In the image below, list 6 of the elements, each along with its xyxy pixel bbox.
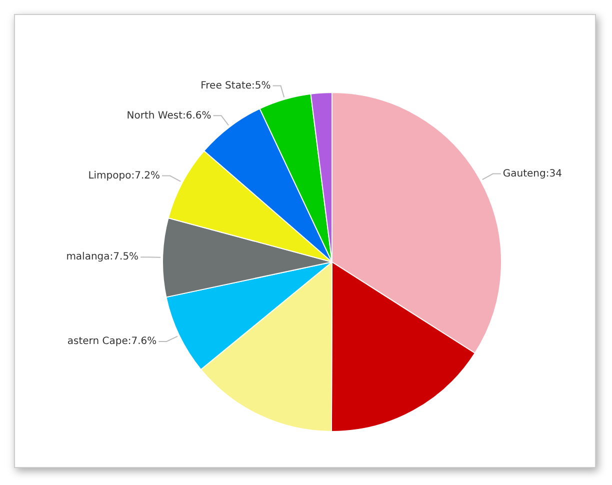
slice-label: North West:6.6% (126, 110, 212, 122)
slice-label: malanga:7.5% (66, 252, 139, 263)
slice-label: Gauteng:34 (502, 168, 562, 180)
slice-label: Free State:5% (200, 80, 271, 92)
slice-label: astern Cape:7.6% (67, 336, 157, 348)
slice-label: Limpopo:7.2% (88, 170, 160, 182)
